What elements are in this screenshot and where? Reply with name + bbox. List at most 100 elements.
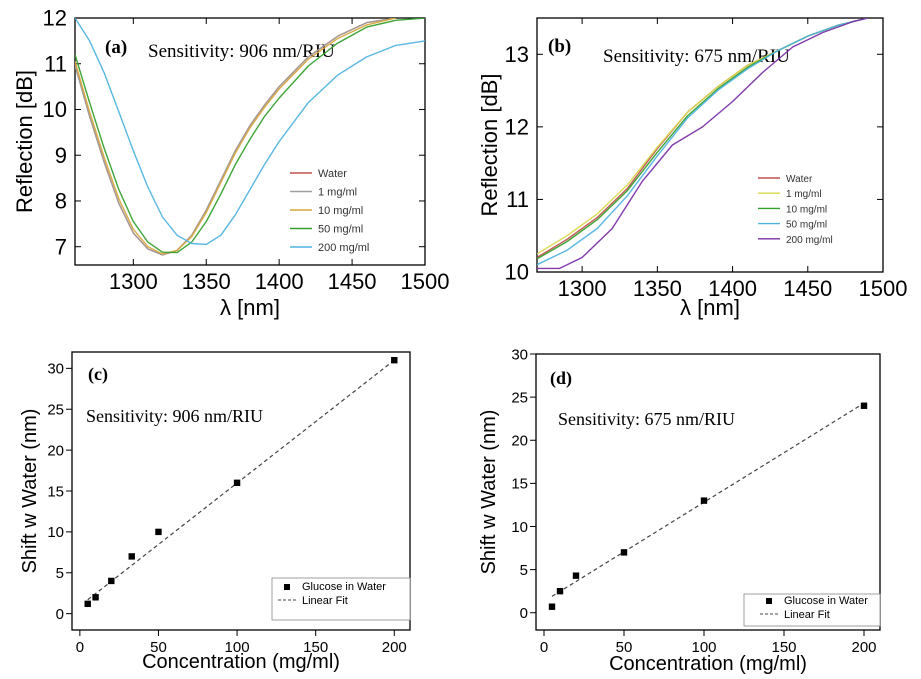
x-tick-label: 1400 [708,276,757,301]
y-tick-label: 15 [47,483,64,500]
series-line-10-mg-ml [75,18,396,255]
x-tick-label: 100 [225,639,250,656]
y-tick-label: 30 [511,346,528,363]
data-point [155,528,162,536]
legend-label: Water [786,174,813,185]
data-point [572,572,580,579]
x-tick-label: 1500 [859,276,908,301]
plot-area [84,356,398,608]
y-axis-label: Reflection [dB] [477,73,502,216]
x-axis-label: Concentration (mg/ml) [142,651,340,673]
y-tick-label: 13 [505,42,529,67]
x-tick-label: 1500 [401,269,450,294]
plot-frame [536,17,884,273]
data-point [108,577,115,585]
legend-label: 1 mg/ml [786,189,822,200]
y-tick-label: 20 [511,433,528,450]
x-tick-label: 50 [616,639,633,656]
legend-marker [284,584,290,590]
y-tick-label: 10 [47,524,64,541]
panel-label: (b) [548,36,571,57]
x-tick-label: 200 [851,639,876,656]
y-tick-label: 25 [511,389,528,406]
x-tick-label: 100 [691,639,716,656]
data-point [84,600,91,608]
plot-area [548,402,868,610]
series-line-50-mg-ml [75,18,425,254]
panel-label: (c) [88,364,108,385]
x-tick-label: 50 [150,639,167,656]
panel-a: 1300 1350 1400 1450 1500 7 8 9 10 11 12 λ [nm] Refle… [12,6,449,320]
x-tick-label: 1450 [783,276,832,301]
y-tick-label: 9 [55,143,67,168]
legend-label: 50 mg/ml [318,224,363,236]
sensitivity-annotation: Sensitivity: 906 nm/RIU [86,406,263,426]
legend-label: 10 mg/ml [318,205,363,217]
legend-label: 50 mg/ml [786,220,827,231]
y-tick-label: 5 [56,565,64,582]
y-tick-label: 12 [43,6,67,31]
x-axis-label: λ [nm] [220,295,280,320]
y-tick-label: 10 [43,97,67,122]
x-tick-label: 200 [382,639,407,656]
legend-label: 200 mg/ml [318,242,369,254]
panel-label: (a) [105,37,127,58]
legend-marker [766,598,772,604]
data-point [700,497,708,504]
legend-box [271,577,411,621]
x-tick-label: 150 [771,639,796,656]
panel-c: 0 50 100 150 200 0 5 10 15 20 25 30 Concentration (m… [19,351,411,673]
legend-label: 10 mg/ml [786,204,827,215]
x-tick-label: 0 [76,639,84,656]
plot-frame [535,353,881,631]
y-tick-label: 11 [44,51,67,76]
legend-label: Water [318,168,347,180]
legend-label: 200 mg/ml [786,235,833,246]
linear-fit-line [87,359,395,601]
x-tick-label: 1450 [328,269,377,294]
panel-d: 0 50 100 150 200 0 5 10 15 20 25 30 Concentration (m… [478,346,881,675]
y-tick-label: 30 [47,361,64,378]
legend-label: Glucose in Water [784,595,868,607]
y-tick-label: 25 [47,401,64,418]
series-line-200-mg-ml [75,18,425,246]
data-point [620,549,628,556]
y-tick-label: 20 [47,442,64,459]
sensitivity-annotation: Sensitivity: 675 nm/RIU [603,46,790,67]
y-axis-label: Shift w Water (nm) [478,410,500,575]
y-axis-label: Shift w Water (nm) [19,409,41,574]
panel-label: (d) [550,368,572,389]
plot-area [75,18,425,256]
data-point [233,479,241,487]
plot-frame [74,17,426,266]
series-line-1-mg-ml [75,18,396,256]
sensitivity-annotation: Sensitivity: 906 nm/RIU [148,41,335,62]
x-tick-label: 1350 [182,269,231,294]
y-tick-label: 5 [520,562,528,579]
linear-fit-line [551,402,865,597]
x-tick-label: 0 [540,639,548,656]
data-point [860,402,868,409]
data-point [556,587,564,595]
x-tick-label: 1300 [109,269,158,294]
plot-area [537,18,869,270]
y-tick-label: 0 [520,605,528,622]
data-point [92,594,99,601]
legend-label: Linear Fit [784,609,830,621]
data-point [128,553,135,560]
x-tick-label: 1400 [255,269,304,294]
y-tick-label: 10 [511,519,528,536]
x-tick-label: 1350 [633,276,682,301]
y-tick-label: 10 [505,260,529,285]
x-axis-label: λ [nm] [680,295,740,320]
y-tick-label: 11 [506,187,529,212]
y-tick-label: 7 [55,234,67,259]
series-line-200-mg-ml [537,18,869,270]
panel-b: 1300 1350 1400 1450 1500 10 11 12 13 λ [nm] Reflec… [477,17,908,320]
data-point [391,356,398,364]
legend-box [743,593,881,627]
y-axis-label: Reflection [dB] [12,70,37,213]
legend-label: 1 mg/ml [318,187,357,199]
x-axis-label: Concentration (mg/ml) [609,653,807,675]
